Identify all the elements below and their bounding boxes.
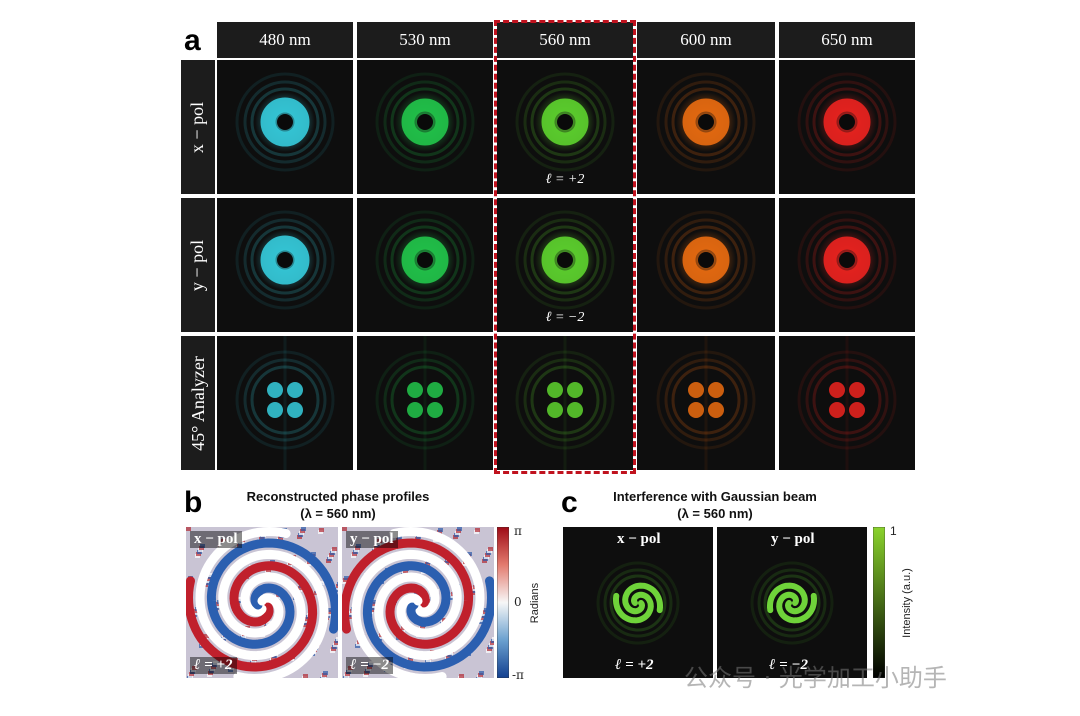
- beam-image-y-pol-530nm: [357, 198, 493, 332]
- phase-colorbar-axis-label: Radians: [529, 582, 541, 624]
- beam-image-x-pol-600nm: [637, 60, 775, 194]
- phase-profile-y-pol: y − pol ℓ = −2: [342, 527, 494, 678]
- interference-y-pol-tag: y − pol: [771, 531, 815, 547]
- panel-a-letter: a: [184, 24, 201, 57]
- interference-y-pol-l-label: ℓ = −2: [769, 657, 809, 673]
- watermark-text: 公众号 · 光学加工小助手: [684, 664, 947, 692]
- column-header-530nm: 530 nm: [357, 22, 493, 58]
- row-header-x-pol: x − pol: [181, 60, 215, 194]
- intensity-colorbar-top: 1: [890, 524, 897, 538]
- phase-x-pol-tag: x − pol: [190, 531, 242, 548]
- panel-c-letter: c: [561, 486, 578, 519]
- beam-image-y-pol-600nm: [637, 198, 775, 332]
- phase-x-pol-l-label: ℓ = +2: [190, 657, 237, 674]
- intensity-colorbar: [873, 527, 885, 678]
- interference-x-pol-tag: x − pol: [617, 531, 661, 547]
- interference-x-pol: x − pol ℓ = +2: [563, 527, 713, 678]
- row-header-45-analyzer-text: 45° Analyzer: [187, 355, 208, 451]
- beam-image-45-analyzer-650nm: [779, 336, 915, 470]
- column-header-600nm: 600 nm: [637, 22, 775, 58]
- phase-y-pol-l-label: ℓ = −2: [346, 657, 394, 674]
- panel-c-title-line1: Interference with Gaussian beam: [613, 489, 817, 504]
- panel-b-letter: b: [184, 486, 203, 519]
- label-l-minus-2: ℓ = −2: [545, 310, 585, 325]
- phase-y-pol-tag: y − pol: [346, 531, 398, 548]
- row-header-x-pol-text: x − pol: [187, 101, 208, 153]
- panel-b-title-line2: (λ = 560 nm): [300, 506, 376, 521]
- beam-image-x-pol-480nm: [217, 60, 353, 194]
- row-header-y-pol-text: y − pol: [187, 239, 208, 291]
- phase-profile-x-pol: x − pol ℓ = +2: [186, 527, 338, 678]
- panel-c-title-line2: (λ = 560 nm): [677, 506, 753, 521]
- beam-image-45-analyzer-560nm: [497, 336, 633, 470]
- beam-image-y-pol-650nm: [779, 198, 915, 332]
- phase-colorbar-bottom: -π: [512, 668, 524, 682]
- beam-image-y-pol-480nm: [217, 198, 353, 332]
- intensity-colorbar-axis-label: Intensity (a.u.): [901, 568, 913, 638]
- column-header-650nm: 650 nm: [779, 22, 915, 58]
- beam-image-45-analyzer-600nm: [637, 336, 775, 470]
- beam-image-45-analyzer-530nm: [357, 336, 493, 470]
- phase-colorbar-middle: 0: [514, 595, 522, 609]
- row-header-45-analyzer: 45° Analyzer: [181, 336, 215, 470]
- beam-image-y-pol-560nm: [497, 198, 633, 332]
- phase-colorbar: [497, 527, 509, 678]
- beam-image-45-analyzer-480nm: [217, 336, 353, 470]
- beam-image-x-pol-560nm: [497, 60, 633, 194]
- row-header-y-pol: y − pol: [181, 198, 215, 332]
- phase-colorbar-top: π: [514, 524, 522, 538]
- interference-y-pol: y − pol ℓ = −2: [717, 527, 867, 678]
- label-l-plus-2: ℓ = +2: [545, 172, 585, 187]
- beam-image-x-pol-530nm: [357, 60, 493, 194]
- column-header-560nm: 560 nm: [497, 22, 633, 58]
- panel-c-title: Interference with Gaussian beam (λ = 560…: [584, 488, 846, 522]
- beam-image-x-pol-650nm: [779, 60, 915, 194]
- interference-x-pol-l-label: ℓ = +2: [615, 657, 654, 673]
- column-header-480nm: 480 nm: [217, 22, 353, 58]
- panel-b-title: Reconstructed phase profiles (λ = 560 nm…: [212, 488, 464, 522]
- panel-b-title-line1: Reconstructed phase profiles: [246, 489, 430, 504]
